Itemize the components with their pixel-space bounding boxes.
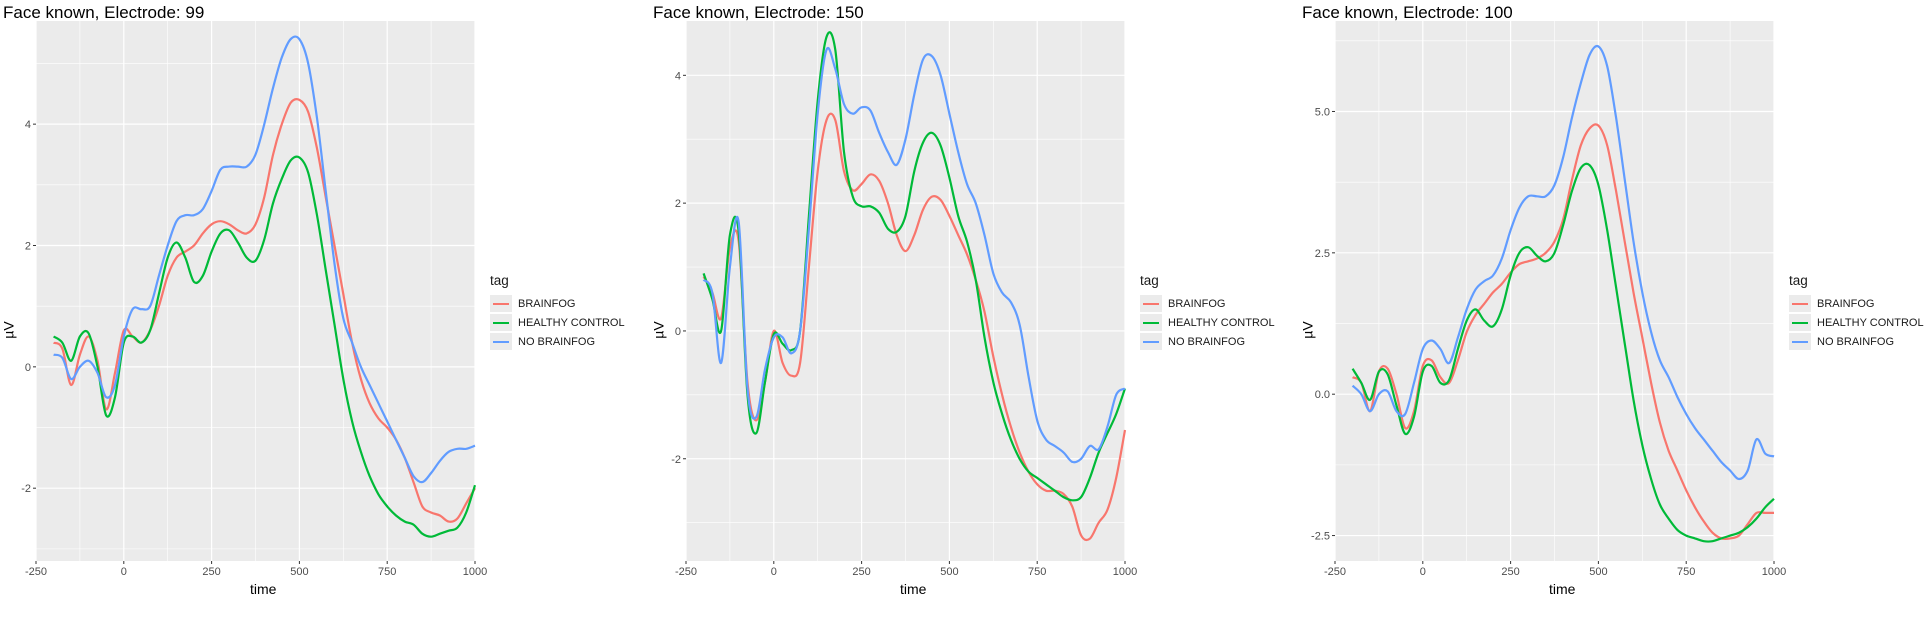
x-tick-label: -250	[675, 566, 697, 578]
x-tick-label: 0	[1420, 566, 1426, 578]
y-tick-label: -2	[671, 454, 681, 466]
x-tick-label: 250	[202, 566, 220, 578]
x-tick-label: 500	[1589, 566, 1607, 578]
legend: tag BRAINFOG HEALTHY CONTROL NO BRAINFOG	[490, 273, 625, 351]
y-tick-label: -2.5	[1311, 531, 1330, 543]
legend-key-brainfog	[1789, 295, 1811, 312]
chart-panel-electrode-150: Face known, Electrode: 150 -250 0 250 500 75…	[650, 0, 1292, 636]
x-tick-label: 0	[771, 566, 777, 578]
series-line-healthy-control	[1351, 162, 1775, 543]
y-tick-label: 0	[675, 326, 681, 338]
legend-item-brainfog: BRAINFOG	[490, 294, 625, 313]
x-tick-label: 500	[290, 566, 308, 578]
legend-item-brainfog: BRAINFOG	[1140, 294, 1275, 313]
legend-label-brainfog: BRAINFOG	[1817, 297, 1875, 310]
x-tick-label: 1000	[463, 566, 487, 578]
x-tick-label: 1000	[1113, 566, 1137, 578]
series-line-no-brainfog	[702, 46, 1126, 464]
legend-key-no-brainfog	[1140, 333, 1162, 350]
series-line-no-brainfog	[1351, 44, 1775, 481]
legend-label-brainfog: BRAINFOG	[1168, 297, 1226, 310]
series-line-brainfog	[1351, 123, 1774, 541]
x-tick-label: 250	[1501, 566, 1519, 578]
y-tick-label: 2	[675, 198, 681, 210]
series-line-no-brainfog	[53, 35, 476, 484]
legend-label-brainfog: BRAINFOG	[518, 297, 576, 310]
series-line-healthy-control	[52, 155, 477, 538]
x-tick-label: 250	[852, 566, 870, 578]
y-tick-label: 0	[25, 362, 31, 374]
y-tick-label: 4	[675, 70, 681, 82]
chart-panel-electrode-99: Face known, Electrode: 99 -250 0 250 500 750…	[0, 0, 642, 636]
legend-key-healthy-control	[1140, 314, 1162, 331]
x-tick-label: 750	[1677, 566, 1695, 578]
legend-label-no-brainfog: NO BRAINFOG	[1168, 335, 1246, 348]
legend-label-healthy-control: HEALTHY CONTROL	[518, 316, 625, 329]
chart-plot-area: -250 0 250 500 750 1000 -2.5 0.0 2.5 5.0	[1311, 21, 1786, 578]
chart-plot-area: -250 0 250 500 750 1000 -2 0 2 4	[21, 21, 487, 578]
y-axis-title: µV	[0, 321, 17, 339]
x-tick-label: 500	[940, 566, 958, 578]
legend-key-brainfog	[490, 295, 512, 312]
y-tick-label: 4	[25, 119, 31, 131]
legend-item-no-brainfog: NO BRAINFOG	[1140, 332, 1275, 351]
legend-label-no-brainfog: NO BRAINFOG	[1817, 335, 1895, 348]
x-axis-title: time	[250, 581, 277, 597]
legend: tag BRAINFOG HEALTHY CONTROL NO BRAINFOG	[1140, 273, 1275, 351]
legend-label-healthy-control: HEALTHY CONTROL	[1817, 316, 1924, 329]
y-tick-label: 2.5	[1315, 248, 1330, 260]
legend-item-no-brainfog: NO BRAINFOG	[1789, 332, 1924, 351]
legend-item-healthy-control: HEALTHY CONTROL	[490, 313, 625, 332]
x-tick-label: 1000	[1762, 566, 1786, 578]
legend-title: tag	[1789, 273, 1808, 288]
x-tick-label: -250	[25, 566, 47, 578]
y-tick-label: 0.0	[1315, 389, 1330, 401]
x-axis-title: time	[1549, 581, 1576, 597]
y-tick-label: -2	[21, 483, 31, 495]
y-axis-title: µV	[650, 321, 667, 339]
legend-item-healthy-control: HEALTHY CONTROL	[1140, 313, 1275, 332]
legend: tag BRAINFOG HEALTHY CONTROL NO BRAINFOG	[1789, 273, 1924, 351]
legend-title: tag	[1140, 273, 1159, 288]
legend-key-brainfog	[1140, 295, 1162, 312]
legend-key-no-brainfog	[1789, 333, 1811, 350]
legend-key-no-brainfog	[490, 333, 512, 350]
legend-item-no-brainfog: NO BRAINFOG	[490, 332, 625, 351]
x-tick-label: -250	[1324, 566, 1346, 578]
y-tick-label: 5.0	[1315, 106, 1330, 118]
chart-title: Face known, Electrode: 150	[653, 3, 864, 22]
chart-title: Face known, Electrode: 100	[1302, 3, 1513, 22]
legend-label-healthy-control: HEALTHY CONTROL	[1168, 316, 1275, 329]
legend-item-brainfog: BRAINFOG	[1789, 294, 1924, 313]
x-axis-title: time	[900, 581, 927, 597]
x-tick-label: 750	[378, 566, 396, 578]
legend-key-healthy-control	[490, 314, 512, 331]
legend-item-healthy-control: HEALTHY CONTROL	[1789, 313, 1924, 332]
chart-panel-electrode-100: Face known, Electrode: 100 -250 0 250 500 75…	[1299, 0, 1928, 636]
legend-label-no-brainfog: NO BRAINFOG	[518, 335, 596, 348]
x-tick-label: 0	[121, 566, 127, 578]
legend-title: tag	[490, 273, 509, 288]
y-tick-label: 2	[25, 240, 31, 252]
chart-title: Face known, Electrode: 99	[3, 3, 205, 22]
legend-key-healthy-control	[1789, 314, 1811, 331]
chart-plot-area: -250 0 250 500 750 1000 -2 0 2 4	[671, 21, 1137, 578]
y-axis-title: µV	[1299, 321, 1316, 339]
x-tick-label: 750	[1028, 566, 1046, 578]
